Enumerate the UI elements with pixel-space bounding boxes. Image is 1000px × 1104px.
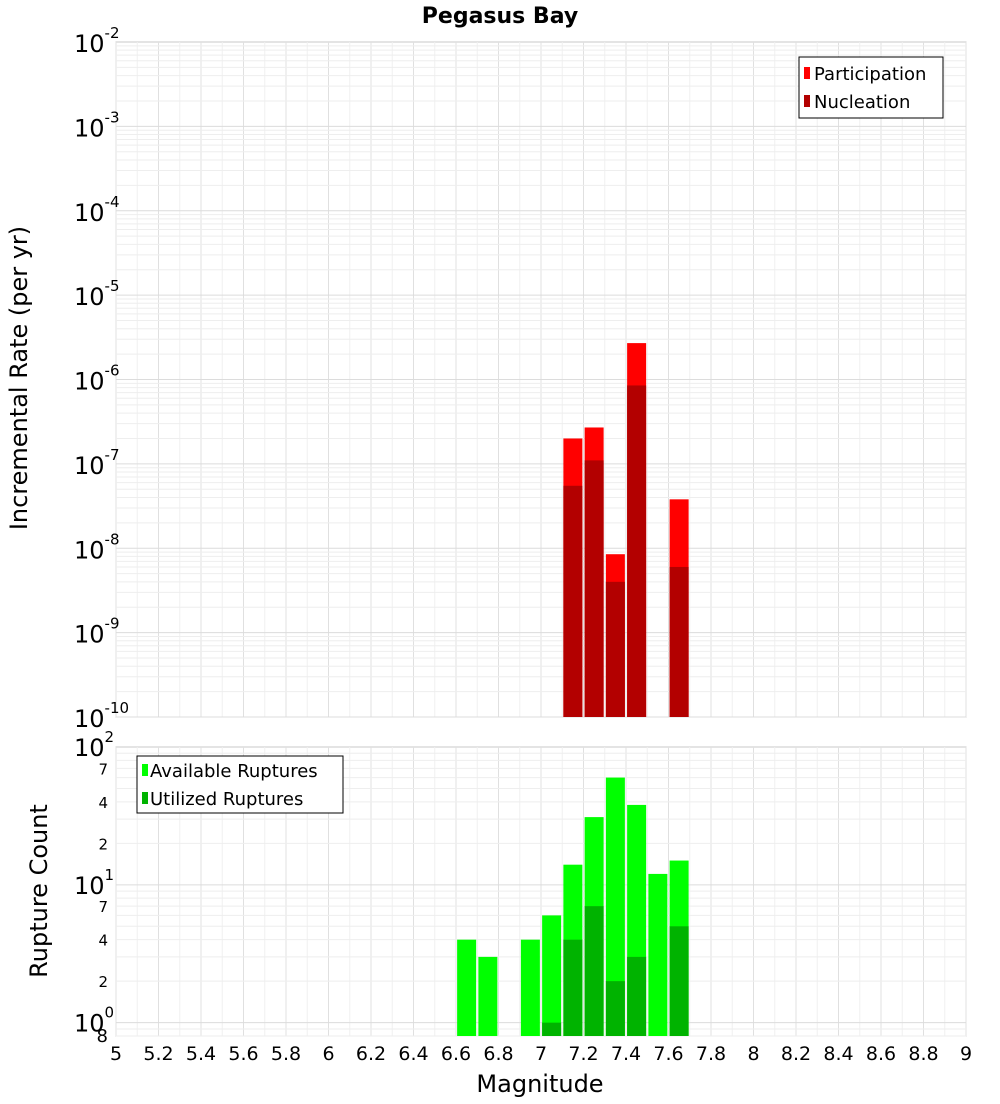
bottom-legend-box bbox=[136, 755, 344, 814]
x-tick-label: 5 bbox=[110, 1043, 122, 1065]
top-y-axis-label: Incremental Rate (per yr) bbox=[5, 226, 33, 530]
legend-label-utilized: Utilized Ruptures bbox=[150, 789, 303, 810]
x-tick-label: 8.2 bbox=[781, 1043, 811, 1065]
bottom-y-tick-label: 2 bbox=[98, 973, 108, 991]
bottom-y-tick-label: 101 bbox=[74, 866, 114, 900]
bottom-bar-utilized bbox=[563, 939, 583, 1036]
bottom-bar-utilized bbox=[542, 1022, 562, 1036]
bottom-bar-utilized bbox=[627, 956, 647, 1036]
legend-label-available: Available Ruptures bbox=[150, 761, 318, 782]
top-panel: 10-10 10-9 10-8 10-7 10-6 10-5 10-4 10-3 10-2 In… bbox=[5, 24, 967, 733]
top-y-tick-label: 10-10 bbox=[74, 699, 129, 733]
x-tick-label: 8 bbox=[747, 1043, 759, 1065]
top-bar-nucleation bbox=[563, 485, 583, 717]
bottom-y-tick-label: 2 bbox=[98, 835, 108, 853]
bottom-bar-utilized bbox=[605, 981, 625, 1036]
x-tick-label: 7.6 bbox=[653, 1043, 683, 1065]
x-tick-label: 6.2 bbox=[356, 1043, 386, 1065]
x-tick-label: 7.8 bbox=[696, 1043, 726, 1065]
bottom-y-tick-label: 7 bbox=[98, 898, 108, 916]
bottom-legend: Available Ruptures Utilized Ruptures bbox=[136, 755, 344, 814]
top-y-tick-label: 10-5 bbox=[74, 277, 120, 311]
legend-swatch-available bbox=[142, 764, 148, 776]
bottom-bar-available bbox=[520, 939, 540, 1036]
top-y-tick-label: 10-6 bbox=[74, 362, 120, 396]
x-tick-label: 6 bbox=[322, 1043, 334, 1065]
legend-label-nucleation: Nucleation bbox=[814, 92, 910, 113]
top-bars bbox=[563, 343, 689, 717]
top-y-tick-label: 10-3 bbox=[74, 108, 120, 142]
legend-swatch-participation bbox=[804, 67, 810, 79]
top-y-ticks: 10-10 10-9 10-8 10-7 10-6 10-5 10-4 10-3 10-2 bbox=[74, 24, 129, 733]
bottom-bar-available bbox=[542, 915, 562, 1036]
bottom-y-tick-label: 102 bbox=[74, 728, 114, 762]
legend-label-participation: Participation bbox=[814, 64, 926, 85]
top-bar-nucleation bbox=[669, 566, 689, 717]
x-tick-label: 7 bbox=[535, 1043, 547, 1065]
x-ticks: 5 5.2 5.4 5.6 5.8 6 6.2 6.4 6.6 6.8 7 7.2 7.4 7.6 7.8 8… bbox=[110, 1043, 972, 1065]
top-legend-box bbox=[798, 56, 944, 119]
x-tick-label: 8.6 bbox=[866, 1043, 896, 1065]
x-axis-label: Magnitude bbox=[476, 1070, 603, 1098]
top-bar-nucleation bbox=[584, 460, 604, 717]
x-tick-label: 7.4 bbox=[611, 1043, 641, 1065]
bottom-bar-available bbox=[457, 939, 477, 1036]
bottom-bar-available bbox=[605, 777, 625, 1036]
bottom-bars bbox=[457, 777, 689, 1036]
x-tick-label: 8.4 bbox=[823, 1043, 853, 1065]
x-tick-label: 6.4 bbox=[398, 1043, 428, 1065]
bottom-y-tick-label: 100 bbox=[74, 1004, 114, 1038]
bottom-y-tick-label: 7 bbox=[98, 760, 108, 778]
bottom-bar-utilized bbox=[669, 926, 689, 1036]
bottom-y-tick-label: 8 bbox=[97, 1026, 108, 1047]
x-tick-label: 9 bbox=[960, 1043, 972, 1065]
top-y-tick-label: 10-8 bbox=[74, 530, 120, 564]
top-bar-nucleation bbox=[627, 385, 647, 717]
top-bar-nucleation bbox=[605, 581, 625, 717]
x-tick-label: 5.4 bbox=[186, 1043, 216, 1065]
x-tick-label: 6.8 bbox=[483, 1043, 513, 1065]
x-tick-label: 5.6 bbox=[228, 1043, 258, 1065]
bottom-bar-available bbox=[648, 873, 668, 1036]
x-tick-label: 5.2 bbox=[143, 1043, 173, 1065]
top-y-tick-label: 10-2 bbox=[74, 24, 120, 58]
x-tick-label: 5.8 bbox=[271, 1043, 301, 1065]
chart-title: Pegasus Bay bbox=[422, 4, 578, 29]
top-y-tick-label: 10-9 bbox=[74, 615, 120, 649]
x-tick-label: 6.6 bbox=[441, 1043, 471, 1065]
x-tick-label: 8.8 bbox=[908, 1043, 938, 1065]
top-y-tick-label: 10-7 bbox=[74, 446, 120, 480]
bottom-bar-utilized bbox=[584, 906, 604, 1036]
legend-swatch-utilized bbox=[142, 792, 148, 804]
bottom-y-tick-label: 4 bbox=[98, 932, 108, 950]
top-legend: Participation Nucleation bbox=[798, 56, 944, 119]
top-y-tick-label: 10-4 bbox=[74, 193, 120, 227]
legend-swatch-nucleation bbox=[804, 95, 810, 107]
top-grid bbox=[115, 42, 967, 718]
bottom-bar-available bbox=[478, 956, 498, 1036]
x-tick-label: 7.2 bbox=[568, 1043, 598, 1065]
bottom-y-axis-label: Rupture Count bbox=[25, 804, 53, 978]
bottom-y-tick-label: 4 bbox=[98, 794, 108, 812]
